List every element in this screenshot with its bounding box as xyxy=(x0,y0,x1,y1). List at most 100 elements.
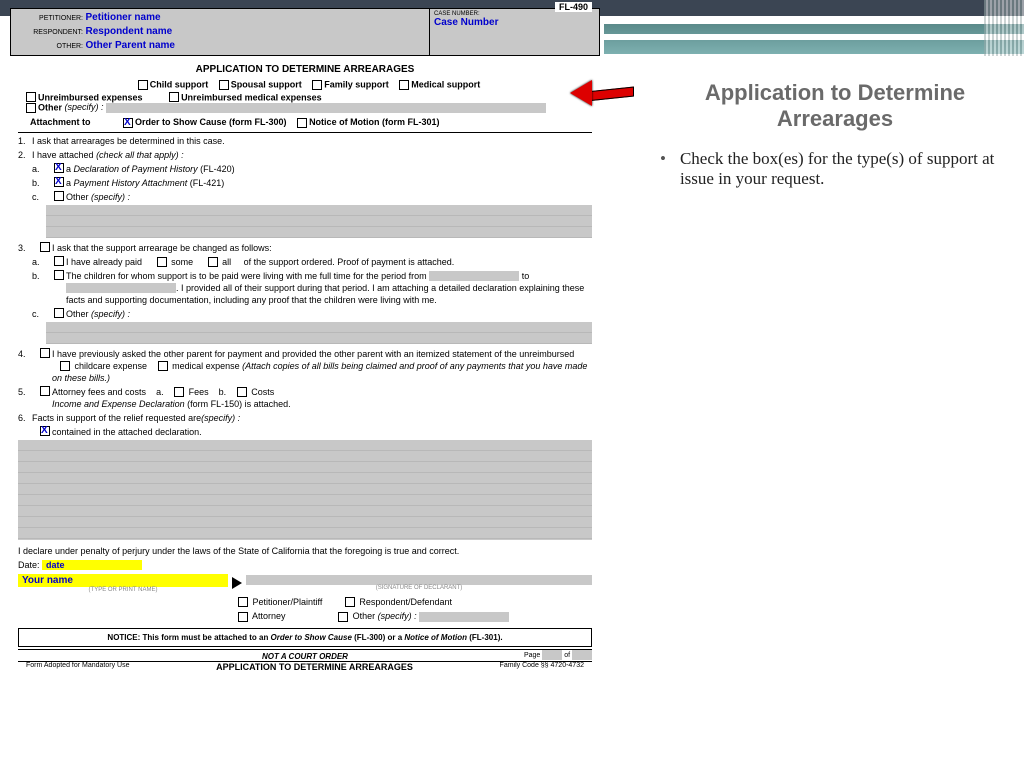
role-row-2: Attorney Other (specify) : xyxy=(10,609,600,624)
checkbox-5a[interactable] xyxy=(174,387,184,397)
checkbox-att[interactable] xyxy=(238,612,248,622)
item-5: 5. Attorney fees and costs a. Fees b. Co… xyxy=(10,386,600,410)
other-value: Other Parent name xyxy=(86,40,175,51)
signature-line[interactable] xyxy=(246,575,592,585)
item-6a: contained in the attached declaration. xyxy=(10,426,600,438)
signature-row: Your name (TYPE OR PRINT NAME) (SIGNATUR… xyxy=(10,572,600,595)
label-other: Other xyxy=(38,103,62,113)
label-unreimbursed-med: Unreimbursed medical expenses xyxy=(181,92,322,102)
case-header: PETITIONER: Petitioner name RESPONDENT: … xyxy=(10,8,600,56)
date-value[interactable]: date xyxy=(42,560,142,570)
checkbox-unreimbursed[interactable] xyxy=(26,92,36,102)
item-2: 2.I have attached (check all that apply)… xyxy=(10,149,600,161)
checkbox-3b[interactable] xyxy=(54,270,64,280)
label-medical: Medical support xyxy=(411,80,480,90)
other-fill[interactable] xyxy=(106,103,546,113)
vertical-bars xyxy=(984,0,1024,56)
label-spousal: Spousal support xyxy=(231,80,302,90)
callout-arrow xyxy=(570,82,640,106)
signature-caption: (SIGNATURE OF DECLARANT) xyxy=(246,585,592,591)
date-label: Date: xyxy=(18,560,40,570)
fill-2c[interactable] xyxy=(46,205,592,238)
form-title: APPLICATION TO DETERMINE ARREARAGES xyxy=(10,64,600,75)
case-value: Case Number xyxy=(434,17,595,28)
triangle-icon xyxy=(232,577,242,589)
item-1-text: I ask that arrearages be determined in t… xyxy=(32,135,592,147)
item-3: 3.I ask that the support arrearage be ch… xyxy=(10,242,600,254)
item-2-text: I have attached xyxy=(32,150,94,160)
item-3-text: I ask that the support arrearage be chan… xyxy=(52,242,592,254)
bullet-icon: • xyxy=(660,149,666,189)
footer-title: APPLICATION TO DETERMINE ARREARAGES xyxy=(216,662,413,672)
checkbox-5b[interactable] xyxy=(237,387,247,397)
label-osc: Order to Show Cause (form FL-300) xyxy=(135,117,287,127)
side-bullet: • Check the box(es) for the type(s) of s… xyxy=(660,149,1010,189)
item-6: 6.Facts in support of the relief request… xyxy=(10,412,600,424)
item-3c: c. Other (specify) : xyxy=(10,308,600,320)
checkbox-medical[interactable] xyxy=(399,80,409,90)
label-child: Child support xyxy=(150,80,209,90)
checkbox-nom[interactable] xyxy=(297,118,307,128)
notice-box: NOTICE: This form must be attached to an… xyxy=(18,628,592,647)
checkbox-3a-some[interactable] xyxy=(157,257,167,267)
checkbox-spousal[interactable] xyxy=(219,80,229,90)
fill-6[interactable] xyxy=(18,440,592,540)
fill-3b-from[interactable] xyxy=(429,271,519,281)
item-2a: a. a Declaration of Payment History (FL-… xyxy=(10,163,600,175)
checkbox-2a[interactable] xyxy=(54,163,64,173)
item-2c: c. Other (specify) : xyxy=(10,191,600,203)
checkbox-pp[interactable] xyxy=(238,597,248,607)
item-2-italic: (check all that apply) : xyxy=(96,150,184,160)
checkbox-child[interactable] xyxy=(138,80,148,90)
not-court-order: NOT A COURT ORDER Page of xyxy=(18,649,592,661)
checkbox-2c[interactable] xyxy=(54,191,64,201)
label-specify: (specify) : xyxy=(65,102,104,112)
checkbox-rd[interactable] xyxy=(345,597,355,607)
side-panel: Application to DetermineArrearages • Che… xyxy=(660,80,1010,189)
footer: Form Adopted for Mandatory Use APPLICATI… xyxy=(18,661,592,672)
declaration: I declare under penalty of perjury under… xyxy=(10,544,600,558)
item-3a: a. I have already paid some all of the s… xyxy=(10,256,600,268)
date-row: Date: date xyxy=(10,558,600,572)
item-1: 1.I ask that arrearages be determined in… xyxy=(10,135,600,147)
side-bullet-text: Check the box(es) for the type(s) of sup… xyxy=(680,149,1010,189)
checkbox-3a[interactable] xyxy=(54,256,64,266)
checkbox-4-child[interactable] xyxy=(60,361,70,371)
white-stripe xyxy=(604,34,1024,40)
petitioner-value: Petitioner name xyxy=(86,12,161,23)
side-title: Application to DetermineArrearages xyxy=(660,80,1010,133)
label-family: Family support xyxy=(324,80,389,90)
item-4: 4. I have previously asked the other par… xyxy=(10,348,600,384)
label-nom: Notice of Motion (form FL-301) xyxy=(309,117,440,127)
checkbox-3[interactable] xyxy=(40,242,50,252)
divider-1 xyxy=(18,132,592,133)
checkbox-2b[interactable] xyxy=(54,177,64,187)
item-2b: b. a Payment History Attachment (FL-421) xyxy=(10,177,600,189)
name-caption: (TYPE OR PRINT NAME) xyxy=(18,587,228,593)
checkbox-oth[interactable] xyxy=(338,612,348,622)
checkbox-4-med[interactable] xyxy=(158,361,168,371)
checkbox-family[interactable] xyxy=(312,80,322,90)
checkbox-3a-all[interactable] xyxy=(208,257,218,267)
form-code: FL-490 xyxy=(555,2,592,12)
checkbox-5[interactable] xyxy=(40,386,50,396)
checkbox-other[interactable] xyxy=(26,103,36,113)
checkbox-3c[interactable] xyxy=(54,308,64,318)
fill-3b-to[interactable] xyxy=(66,283,176,293)
footer-right: Family Code §§ 4720-4732 xyxy=(500,662,584,672)
fill-3c[interactable] xyxy=(46,322,592,344)
label-unreimbursed: Unreimbursed expenses xyxy=(38,92,143,102)
attachment-row: Attachment to Order to Show Cause (form … xyxy=(10,113,600,130)
support-row-1: Child support Spousal support Family sup… xyxy=(10,79,600,90)
petitioner-label: PETITIONER: xyxy=(15,13,83,25)
item-3b: b. The children for whom support is to b… xyxy=(10,270,600,306)
checkbox-unreimbursed-med[interactable] xyxy=(169,92,179,102)
fill-other-role[interactable] xyxy=(419,612,509,622)
checkbox-osc[interactable] xyxy=(123,118,133,128)
support-row-3: Other (specify) : xyxy=(10,102,600,113)
other-label: OTHER: xyxy=(15,41,83,53)
checkbox-4[interactable] xyxy=(40,348,50,358)
name-value[interactable]: Your name xyxy=(18,574,228,587)
checkbox-6a[interactable] xyxy=(40,426,50,436)
support-row-2: Unreimbursed expenses Unreimbursed medic… xyxy=(10,92,600,103)
